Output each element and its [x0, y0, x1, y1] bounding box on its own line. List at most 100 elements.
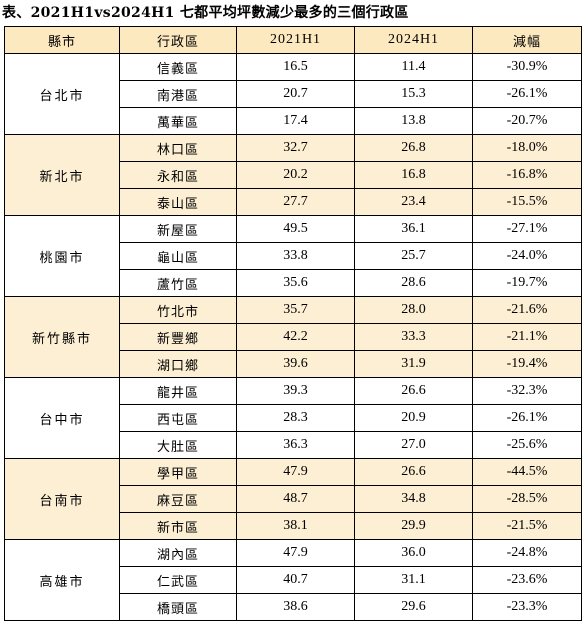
- change-cell: -21.5%: [472, 512, 582, 540]
- value-2021h1-cell: 35.7: [236, 296, 355, 324]
- value-2024h1-cell: 26.6: [354, 458, 473, 486]
- table-title: 表、2021H1vs2024H1 七都平均坪數減少最多的三個行政區: [2, 5, 409, 21]
- header-row: 縣市 行政區 2021H1 2024H1 減幅: [4, 26, 582, 54]
- change-cell: -23.3%: [472, 593, 582, 621]
- city-cell: 台南市: [4, 458, 120, 540]
- value-2024h1-cell: 29.6: [354, 593, 473, 621]
- change-cell: -18.0%: [472, 134, 582, 162]
- value-2021h1-cell: 32.7: [236, 134, 355, 162]
- table-row: 台南市 學甲區 47.9 26.6 -44.5%: [4, 458, 582, 540]
- value-2024h1-cell: 28.6: [354, 269, 473, 297]
- table-row: 仁武區 40.7 31.1 -23.6%: [5, 566, 582, 594]
- district-cell: 龜山區: [119, 242, 237, 270]
- district-cell: 新屋區: [119, 215, 237, 243]
- value-2024h1-cell: 28.0: [354, 296, 473, 324]
- change-cell: -26.1%: [472, 80, 582, 108]
- change-cell: -24.8%: [472, 539, 582, 567]
- value-2024h1-cell: 26.6: [354, 377, 473, 405]
- district-cell: 蘆竹區: [119, 269, 237, 297]
- city-cell: 台中市: [4, 377, 120, 459]
- district-cell: 萬華區: [119, 107, 237, 135]
- table-row: 台中市 龍井區 39.3 26.6 -32.3%: [4, 377, 582, 459]
- table-row: 橋頭區 38.6 29.6 -23.3%: [5, 593, 582, 621]
- change-cell: -25.6%: [472, 431, 582, 459]
- table-row: 湖口鄉 39.6 31.9 -19.4%: [5, 350, 582, 378]
- value-2021h1-cell: 39.6: [236, 350, 355, 378]
- district-cell: 學甲區: [119, 458, 237, 486]
- change-cell: -32.3%: [472, 377, 582, 405]
- value-2021h1-cell: 47.9: [236, 539, 355, 567]
- table-row: 新北市 林口區 32.7 26.8 -18.0%: [4, 134, 582, 216]
- value-2021h1-cell: 38.1: [236, 512, 355, 540]
- value-2024h1-cell: 33.3: [354, 323, 473, 351]
- value-2021h1-cell: 27.7: [236, 188, 355, 216]
- value-2021h1-cell: 33.8: [236, 242, 355, 270]
- table-row: 蘆竹區 35.6 28.6 -19.7%: [5, 269, 582, 297]
- value-2024h1-cell: 13.8: [354, 107, 473, 135]
- change-cell: -26.1%: [472, 404, 582, 432]
- table-row: 新竹縣市 竹北市 35.7 28.0 -21.6%: [4, 296, 582, 378]
- district-cell: 仁武區: [119, 566, 237, 594]
- district-cell: 南港區: [119, 80, 237, 108]
- district-cell: 湖口鄉: [119, 350, 237, 378]
- value-2024h1-cell: 16.8: [354, 161, 473, 189]
- change-cell: -28.5%: [472, 485, 582, 513]
- change-cell: -19.4%: [472, 350, 582, 378]
- change-cell: -21.6%: [472, 296, 582, 324]
- value-2021h1-cell: 49.5: [236, 215, 355, 243]
- header-change: 減幅: [472, 26, 582, 54]
- value-2024h1-cell: 29.9: [354, 512, 473, 540]
- district-cell: 永和區: [119, 161, 237, 189]
- value-2021h1-cell: 47.9: [236, 458, 355, 486]
- district-cell: 西屯區: [119, 404, 237, 432]
- change-cell: -30.9%: [472, 53, 582, 81]
- change-cell: -44.5%: [472, 458, 582, 486]
- value-2021h1-cell: 20.2: [236, 161, 355, 189]
- value-2024h1-cell: 34.8: [354, 485, 473, 513]
- value-2021h1-cell: 16.5: [236, 53, 355, 81]
- value-2024h1-cell: 26.8: [354, 134, 473, 162]
- table-row: 南港區 20.7 15.3 -26.1%: [5, 80, 582, 108]
- district-cell: 大肚區: [119, 431, 237, 459]
- value-2021h1-cell: 35.6: [236, 269, 355, 297]
- value-2021h1-cell: 38.6: [236, 593, 355, 621]
- header-district: 行政區: [119, 26, 237, 54]
- value-2021h1-cell: 36.3: [236, 431, 355, 459]
- table-row: 西屯區 28.3 20.9 -26.1%: [5, 404, 582, 432]
- value-2024h1-cell: 15.3: [354, 80, 473, 108]
- table-row: 龜山區 33.8 25.7 -24.0%: [5, 242, 582, 270]
- district-cell: 新豐鄉: [119, 323, 237, 351]
- district-cell: 湖內區: [119, 539, 237, 567]
- value-2021h1-cell: 42.2: [236, 323, 355, 351]
- value-2021h1-cell: 28.3: [236, 404, 355, 432]
- change-cell: -15.5%: [472, 188, 582, 216]
- header-2021h1: 2021H1: [236, 26, 355, 54]
- change-cell: -24.0%: [472, 242, 582, 270]
- value-2024h1-cell: 36.0: [354, 539, 473, 567]
- change-cell: -23.6%: [472, 566, 582, 594]
- city-cell: 桃園市: [4, 215, 120, 297]
- district-cell: 橋頭區: [119, 593, 237, 621]
- table-row: 泰山區 27.7 23.4 -15.5%: [5, 188, 582, 216]
- district-cell: 竹北市: [119, 296, 237, 324]
- value-2021h1-cell: 39.3: [236, 377, 355, 405]
- value-2021h1-cell: 40.7: [236, 566, 355, 594]
- table-row: 永和區 20.2 16.8 -16.8%: [5, 161, 582, 189]
- value-2024h1-cell: 27.0: [354, 431, 473, 459]
- table-body: 台北市 信義區 16.5 11.4 -30.9% 南港區 20.7 15.3 -26.1% 萬華區…: [4, 53, 582, 621]
- table-header: 縣市 行政區 2021H1 2024H1 減幅: [4, 26, 582, 54]
- table-row: 萬華區 17.4 13.8 -20.7%: [5, 107, 582, 135]
- value-2021h1-cell: 20.7: [236, 80, 355, 108]
- value-2024h1-cell: 23.4: [354, 188, 473, 216]
- value-2024h1-cell: 31.9: [354, 350, 473, 378]
- change-cell: -27.1%: [472, 215, 582, 243]
- value-2021h1-cell: 48.7: [236, 485, 355, 513]
- district-cell: 信義區: [119, 53, 237, 81]
- city-cell: 高雄市: [4, 539, 120, 621]
- header-city: 縣市: [4, 26, 120, 54]
- value-2024h1-cell: 20.9: [354, 404, 473, 432]
- value-2024h1-cell: 36.1: [354, 215, 473, 243]
- change-cell: -16.8%: [472, 161, 582, 189]
- table-row: 大肚區 36.3 27.0 -25.6%: [5, 431, 582, 459]
- table-row: 桃園市 新屋區 49.5 36.1 -27.1%: [4, 215, 582, 297]
